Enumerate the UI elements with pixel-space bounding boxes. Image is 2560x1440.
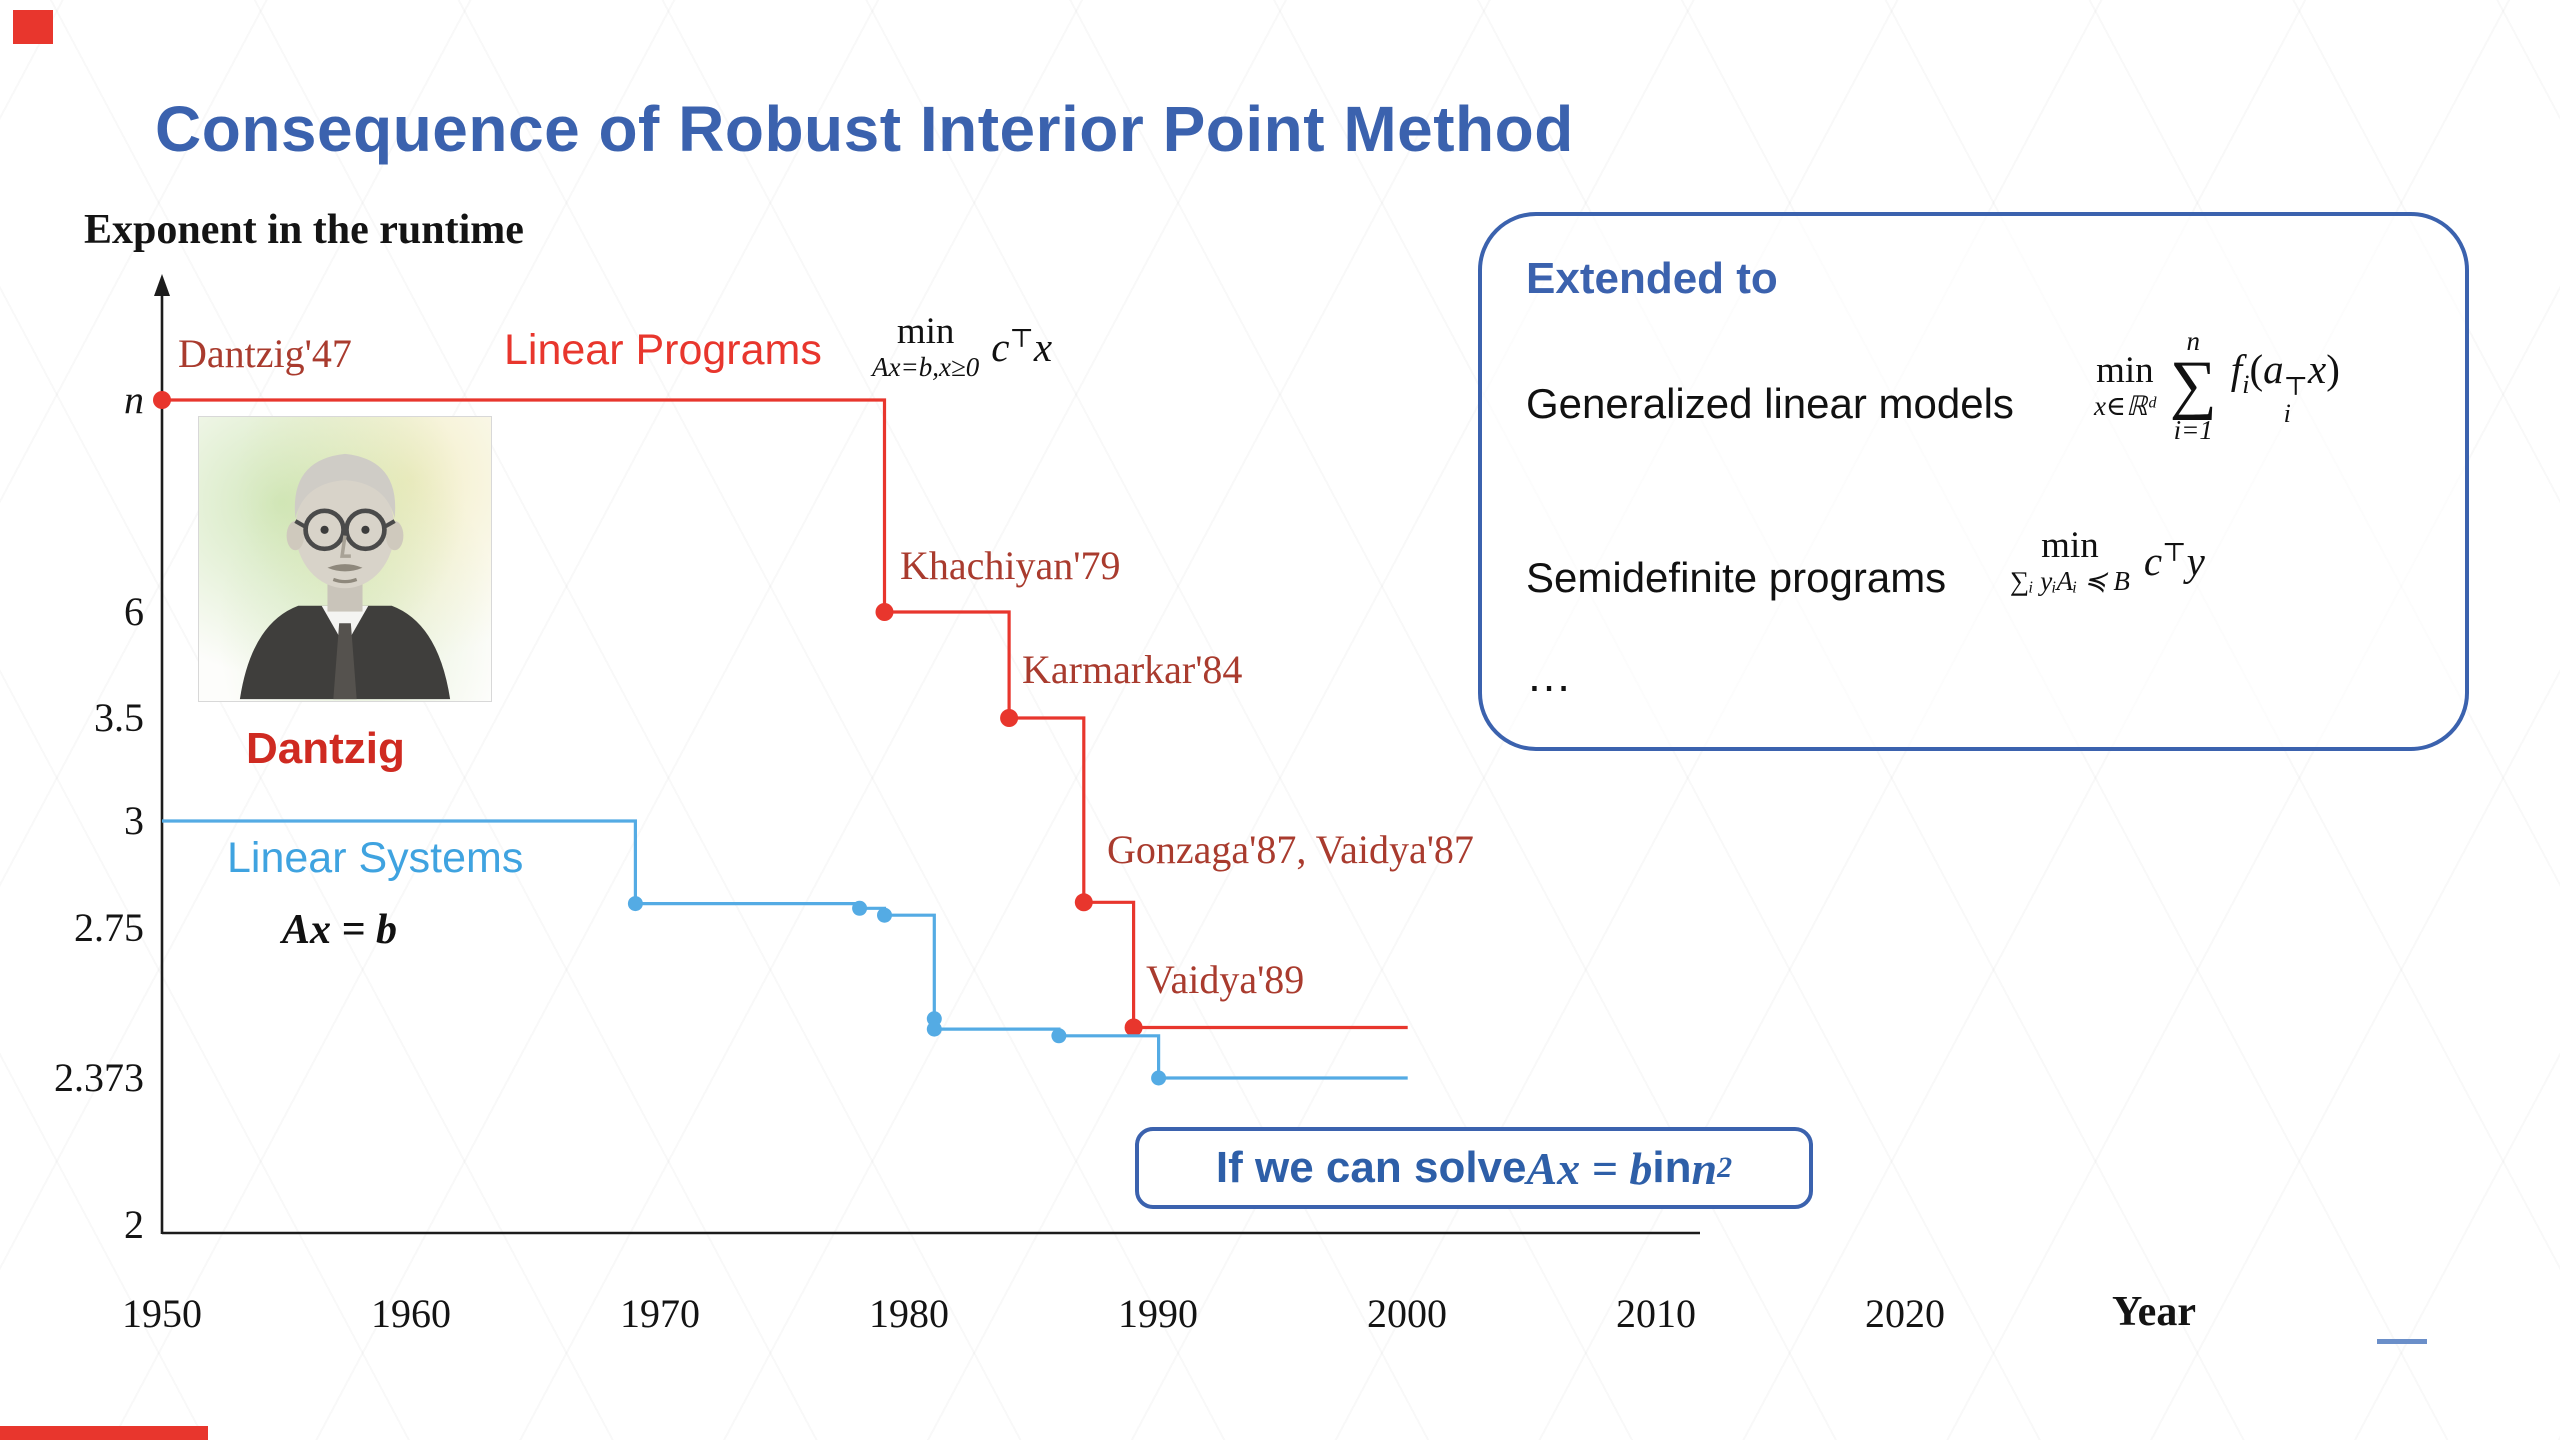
transpose-symbol: ⊤	[1009, 324, 1034, 354]
summation: n ∑ i=1	[2170, 328, 2217, 444]
subscript: i	[2242, 369, 2250, 399]
transpose-symbol: ⊤	[2162, 538, 2187, 568]
x-axis-label: Year	[2112, 1289, 2196, 1335]
data-point-1981	[926, 1011, 942, 1027]
linear-system-equation: Ax = b	[282, 907, 397, 953]
sdp-body: c⊤y	[2144, 537, 2205, 585]
transpose-symbol: ⊤	[2283, 371, 2309, 401]
data-point-1969	[627, 896, 643, 912]
min-constraint: Ax=b,x≥0	[872, 351, 980, 382]
math-symbol: a	[2263, 345, 2284, 392]
data-point-1986	[1051, 1028, 1067, 1044]
math-symbol: x	[2308, 345, 2327, 392]
min-with-constraint: min x∈ℝᵈ	[2094, 349, 2156, 421]
sdp-formula: min ∑ᵢ yᵢAᵢ ≼ B c⊤y	[2010, 525, 2205, 596]
glm-body: fi(a ⊤ i x)	[2231, 345, 2340, 428]
min-constraint: ∑ᵢ yᵢAᵢ ≼ B	[2010, 565, 2130, 596]
callout-equation: Ax = b	[1526, 1142, 1653, 1194]
sum-symbol: ∑	[2169, 348, 2217, 421]
data-point-1987	[1074, 893, 1093, 912]
series-label-linear-systems: Linear Systems	[227, 834, 524, 882]
subscript: i	[2283, 399, 2291, 429]
series-label-linear-programs: Linear Programs	[504, 326, 822, 374]
data-point-1981	[926, 1021, 942, 1037]
min-with-constraint: min ∑ᵢ yᵢAᵢ ≼ B	[2010, 525, 2130, 596]
annotation-dantzig47: Dantzig'47	[178, 331, 352, 376]
y-tick-6: 6	[124, 589, 144, 634]
callout-exponent: 2	[1717, 1151, 1733, 1184]
series-line-linear-systems	[162, 819, 1408, 1080]
min-constraint: x∈ℝᵈ	[2094, 390, 2156, 421]
extended-item-glm: Generalized linear models	[1526, 380, 2014, 427]
data-point-1978	[852, 900, 868, 916]
callout-text: in	[1652, 1143, 1692, 1192]
x-tick-2010: 2010	[1616, 1291, 1696, 1336]
min-operator: min	[896, 311, 955, 352]
dantzig-portrait-illustration	[239, 453, 451, 700]
x-tick-1990: 1990	[1118, 1291, 1198, 1336]
x-tick-1960: 1960	[371, 1291, 451, 1336]
series-line-linear-programs	[162, 398, 1408, 1030]
math-symbol: y	[2186, 538, 2205, 585]
y-tick-2: 2	[124, 1202, 144, 1247]
dantzig-photo	[198, 416, 492, 702]
page-title: Consequence of Robust Interior Point Met…	[155, 93, 1574, 165]
x-tick-1970: 1970	[620, 1291, 700, 1336]
bottom-left-red-bar	[0, 1426, 208, 1440]
math-symbol: x	[1033, 324, 1053, 371]
top-left-red-marker	[13, 10, 53, 44]
x-tick-2020: 2020	[1865, 1291, 1945, 1336]
math-symbol: c	[991, 324, 1010, 371]
data-point-1979	[877, 907, 892, 923]
data-point-1979	[875, 603, 894, 621]
glm-formula: min x∈ℝᵈ n ∑ i=1 fi(a ⊤ i x)	[2094, 328, 2340, 444]
annotation-vaidya89: Vaidya'89	[1146, 957, 1305, 1002]
dantzig-caption: Dantzig	[246, 724, 405, 773]
bottom-right-blue-dash	[2377, 1339, 2427, 1344]
sum-lower-limit: i=1	[2173, 415, 2213, 446]
callout-text: If we can solve	[1215, 1143, 1527, 1192]
data-point-1947	[153, 391, 171, 409]
x-tick-1950: 1950	[122, 1291, 202, 1336]
x-tick-2000: 2000	[1367, 1291, 1447, 1336]
annotation-khachiyan79: Khachiyan'79	[900, 543, 1121, 588]
data-point-1984	[1000, 709, 1019, 727]
y-tick-3-5: 3.5	[94, 695, 144, 740]
chart-y-axis-title: Exponent in the runtime	[84, 207, 524, 253]
data-point-1990	[1151, 1070, 1167, 1086]
annotation-gonzaga-vaidya87: Gonzaga'87, Vaidya'87	[1107, 827, 1474, 872]
math-symbol: c	[2143, 538, 2163, 585]
y-tick-2-75: 2.75	[74, 905, 144, 950]
min-operator: min	[2096, 349, 2154, 391]
math-symbol: f	[2230, 345, 2243, 392]
sub-superscript: ⊤ i	[2283, 371, 2309, 429]
extended-item-ellipsis: …	[1526, 649, 1572, 701]
x-tick-1980: 1980	[869, 1291, 949, 1336]
y-axis-arrow	[154, 274, 170, 296]
y-tick-2-373: 2.373	[54, 1055, 144, 1100]
y-tick-3: 3	[124, 798, 144, 843]
min-with-constraint: min Ax=b,x≥0	[872, 311, 980, 382]
extended-to-panel: Extended to Generalized linear models mi…	[1478, 212, 2469, 751]
data-point-1989	[1124, 1018, 1143, 1037]
callout-n: n	[1691, 1142, 1718, 1194]
extended-item-sdp: Semidefinite programs	[1526, 554, 1947, 601]
min-operator: min	[2041, 525, 2099, 566]
math-symbol: (	[2249, 345, 2264, 392]
sum-upper-limit: n	[2186, 326, 2201, 356]
y-tick-n: n	[124, 377, 144, 422]
annotation-karmarkar84: Karmarkar'84	[1022, 647, 1243, 692]
math-symbol: )	[2326, 345, 2340, 392]
extended-to-heading: Extended to	[1526, 254, 1778, 303]
objective-body: c⊤x	[991, 323, 1052, 371]
lp-objective-formula: min Ax=b,x≥0 c⊤x	[872, 311, 1052, 382]
